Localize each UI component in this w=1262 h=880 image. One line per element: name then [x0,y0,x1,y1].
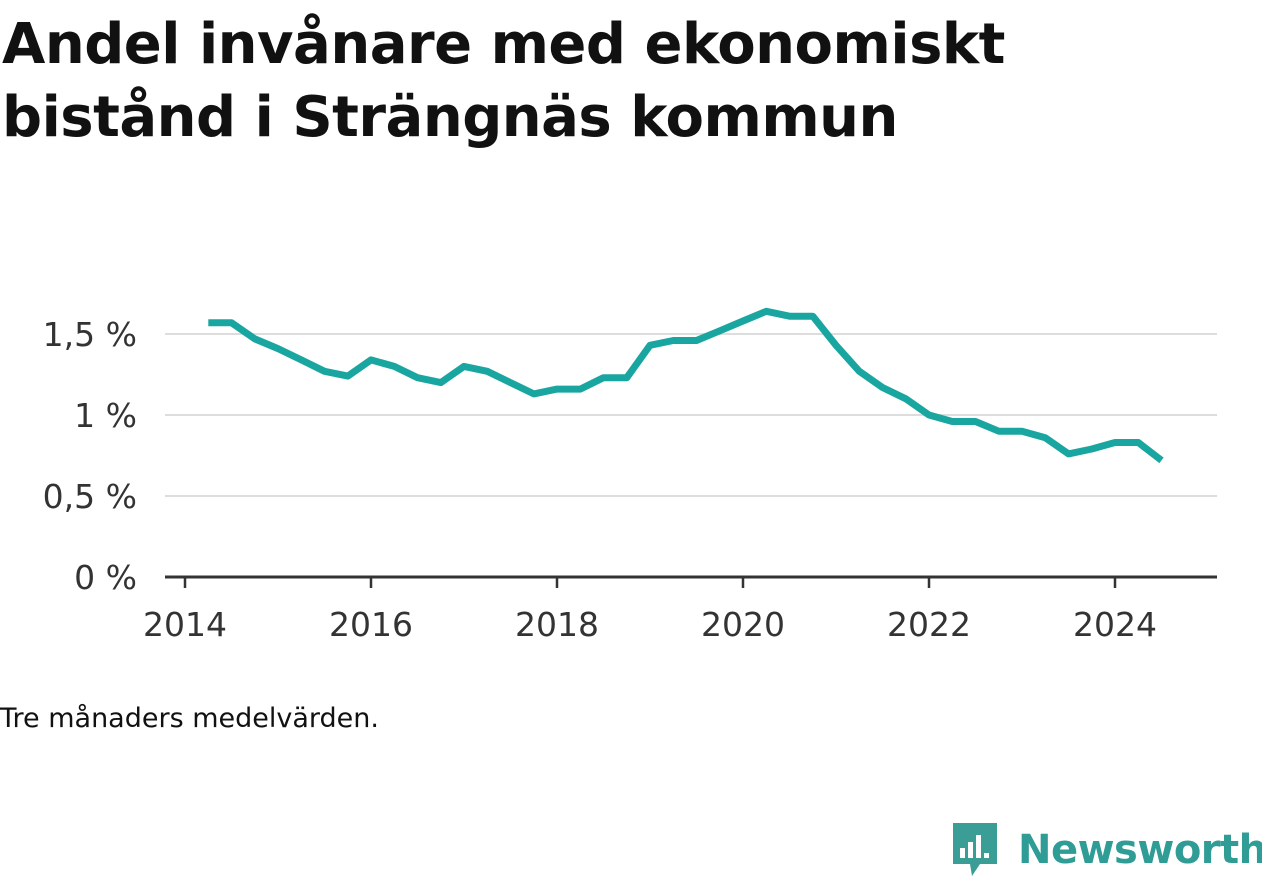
chart-title: Andel invånare med ekonomiskt bistånd i … [2,12,1005,150]
x-tick-label: 2014 [143,605,227,644]
line-chart: 0 % 0,5 % 1 % 1,5 % 2014 2016 2018 2020 2022 202… [43,307,1217,644]
y-tick-label: 0 % [74,558,137,597]
x-tick-label: 2018 [515,605,599,644]
chart-note: Tre månaders medelvärden. [0,703,379,734]
y-axis-tick-labels: 0 % 0,5 % 1 % 1,5 % [43,315,137,597]
newsworthy-logo-icon [953,823,997,876]
newsworthy-logo[interactable]: Newsworthy [950,820,1262,880]
brand-name: Newsworthy [1018,827,1262,873]
x-tick-label: 2020 [701,605,785,644]
gridlines [165,333,1217,497]
series-line [208,307,1164,464]
x-axis: 2014 2016 2018 2020 2022 2024 [143,575,1217,644]
y-tick-label: 1,5 % [43,315,137,354]
series-layer [208,307,1164,464]
x-tick-label: 2024 [1073,605,1157,644]
y-tick-label: 0,5 % [43,477,137,516]
x-tick-label: 2022 [887,605,971,644]
x-tick-label: 2016 [329,605,413,644]
y-tick-label: 1 % [74,396,137,435]
